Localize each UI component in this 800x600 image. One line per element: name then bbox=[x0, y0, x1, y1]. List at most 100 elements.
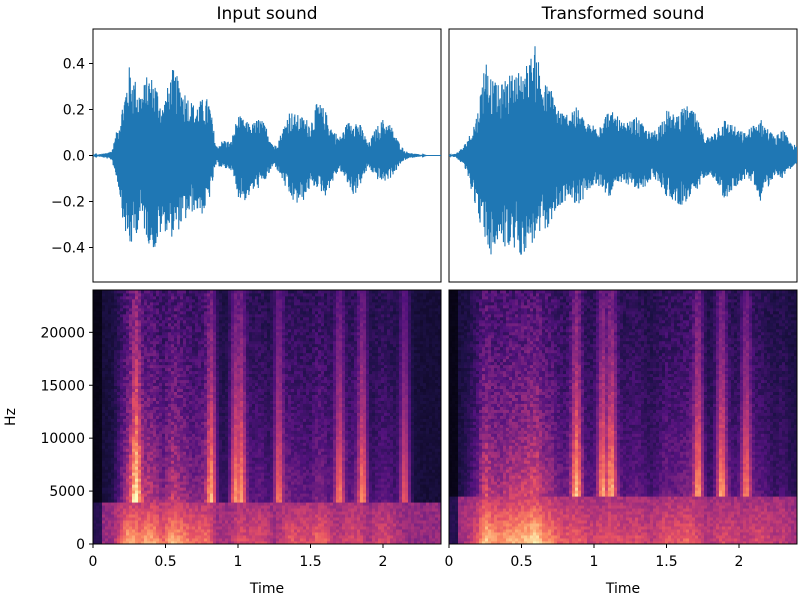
spectrogram-cell bbox=[183, 400, 187, 404]
spectrogram-cell bbox=[204, 535, 208, 539]
spectrogram-cell bbox=[258, 487, 262, 491]
spectrogram-cell bbox=[153, 373, 157, 378]
spectrogram-cell bbox=[198, 484, 202, 488]
spectrogram-cell bbox=[117, 424, 121, 428]
spectrogram-cell bbox=[150, 310, 154, 315]
spectrogram-cell bbox=[267, 526, 271, 530]
spectrogram-cell bbox=[141, 433, 145, 437]
spectrogram-cell bbox=[192, 325, 196, 330]
spectrogram-cell bbox=[150, 349, 154, 354]
spectrogram-cell bbox=[129, 451, 133, 455]
spectrogram-cell bbox=[237, 382, 241, 387]
spectrogram-cell bbox=[162, 529, 166, 533]
spectrogram-cell bbox=[186, 406, 190, 410]
spectrogram-cell bbox=[147, 508, 151, 512]
spectrogram-cell bbox=[174, 403, 178, 407]
spectrogram-cell bbox=[207, 481, 211, 485]
spectrogram-cell bbox=[183, 316, 187, 321]
spectrogram-cell bbox=[135, 514, 139, 518]
spectrogram-cell bbox=[177, 370, 181, 375]
spectrogram-cell bbox=[246, 493, 250, 497]
spectrogram-cell bbox=[147, 343, 151, 348]
spectrogram-cell bbox=[180, 535, 184, 539]
spectrogram-cell bbox=[93, 331, 97, 336]
spectrogram-cell bbox=[123, 421, 127, 425]
spectrogram-cell bbox=[147, 349, 151, 354]
spectrogram-cell bbox=[204, 508, 208, 512]
spectrogram-cell bbox=[264, 400, 268, 404]
spectrogram-cell bbox=[117, 523, 121, 527]
spectrogram-cell bbox=[192, 352, 196, 357]
spectrogram-cell bbox=[117, 448, 121, 452]
spectrogram-cell bbox=[165, 484, 169, 488]
spectrogram-cell bbox=[135, 490, 139, 494]
spectrogram-cell bbox=[186, 424, 190, 428]
spectrogram-cell bbox=[219, 421, 223, 425]
spectrogram-cell bbox=[126, 541, 130, 545]
spectrogram-cell bbox=[144, 418, 148, 422]
spectrogram-cell bbox=[243, 421, 247, 425]
spectrogram-cell bbox=[135, 322, 139, 327]
spectrogram-cell bbox=[144, 451, 148, 455]
spectrogram-cell bbox=[150, 346, 154, 351]
spectrogram-cell bbox=[96, 304, 100, 309]
spectrogram-cell bbox=[120, 346, 124, 351]
spectrogram-cell bbox=[150, 445, 154, 449]
spectrogram-cell bbox=[153, 403, 157, 407]
spectrogram-cell bbox=[204, 427, 208, 431]
spectrogram-cell bbox=[147, 520, 151, 524]
spectrogram-cell bbox=[156, 310, 160, 315]
spectrogram-cell bbox=[93, 511, 97, 515]
spectrogram-cell bbox=[213, 478, 217, 482]
spectrogram-cell bbox=[210, 532, 214, 536]
spectrogram-cell bbox=[243, 349, 247, 354]
spectrogram-cell bbox=[141, 394, 145, 398]
spectrogram-cell bbox=[153, 379, 157, 384]
spectrogram-cell bbox=[264, 391, 268, 395]
spectrogram-cell bbox=[147, 478, 151, 482]
spectrogram-cell bbox=[189, 361, 193, 366]
spectrogram-cell bbox=[141, 376, 145, 381]
spectrogram-cell bbox=[150, 469, 154, 473]
spectrogram-cell bbox=[222, 346, 226, 351]
spectrogram-cell bbox=[255, 490, 259, 494]
spectrogram-cell bbox=[201, 523, 205, 527]
spectrogram-cell bbox=[132, 400, 136, 404]
spectrogram-cell bbox=[177, 382, 181, 387]
spectrogram-cell bbox=[162, 481, 166, 485]
spectrogram-cell bbox=[141, 436, 145, 440]
spectrogram-cell bbox=[183, 463, 187, 467]
spectrogram-cell bbox=[246, 367, 250, 372]
spectrogram-cell bbox=[252, 472, 256, 476]
spectrogram-cell bbox=[246, 298, 250, 303]
spectrogram-cell bbox=[240, 361, 244, 366]
spectrogram-cell bbox=[129, 412, 133, 416]
spectrogram-cell bbox=[216, 490, 220, 494]
spectrogram-cell bbox=[222, 316, 226, 321]
spectrogram-cell bbox=[132, 394, 136, 398]
spectrogram-cell bbox=[114, 397, 118, 401]
spectrogram-cell bbox=[153, 472, 157, 476]
spectrogram-cell bbox=[102, 481, 106, 485]
spectrogram-cell bbox=[162, 496, 166, 500]
spectrogram-cell bbox=[138, 487, 142, 491]
spectrogram-cell bbox=[207, 346, 211, 351]
spectrogram-cell bbox=[186, 442, 190, 446]
spectrogram-cell bbox=[195, 538, 199, 542]
spectrogram-cell bbox=[93, 316, 97, 321]
spectrogram-cell bbox=[246, 457, 250, 461]
spectrogram-cell bbox=[183, 370, 187, 375]
spectrogram-cell bbox=[174, 490, 178, 494]
spectrogram-cell bbox=[156, 295, 160, 300]
spectrogram-cell bbox=[183, 481, 187, 485]
spectrogram-cell bbox=[141, 478, 145, 482]
spectrogram-cell bbox=[174, 493, 178, 497]
spectrogram-cell bbox=[255, 337, 259, 342]
spectrogram-cell bbox=[213, 421, 217, 425]
spectrogram-cell bbox=[234, 454, 238, 458]
spectrogram-cell bbox=[111, 445, 115, 449]
spectrogram-cell bbox=[156, 418, 160, 422]
spectrogram-cell bbox=[165, 457, 169, 461]
spectrogram-cell bbox=[186, 493, 190, 497]
spectrogram-cell bbox=[102, 355, 106, 360]
